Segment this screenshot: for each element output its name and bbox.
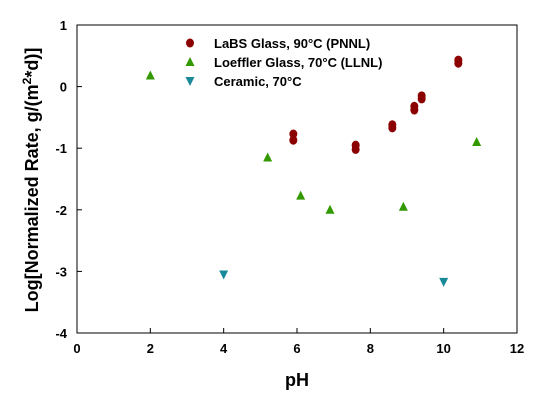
data-point-series-1 — [289, 135, 298, 145]
legend-marker-3 — [185, 77, 195, 86]
x-tick-label: 6 — [293, 341, 300, 356]
x-tick-label: 4 — [220, 341, 228, 356]
data-point-series-1 — [388, 123, 397, 133]
data-point-series-3 — [219, 270, 229, 280]
data-point-series-2 — [398, 201, 408, 211]
y-tick-label: 0 — [60, 80, 67, 95]
x-tick-label: 8 — [367, 341, 374, 356]
y-axis-label-superscript: 2 — [20, 77, 34, 84]
data-point-series-2 — [263, 152, 273, 162]
legend-label-1: LaBS Glass, 90°C (PNNL) — [214, 36, 370, 51]
y-axis-label-part: Log[Normalized Rate, g/(m — [22, 84, 42, 312]
data-point-series-1 — [454, 55, 463, 65]
legend: LaBS Glass, 90°C (PNNL) Loeffler Glass, 7… — [185, 36, 382, 89]
data-point-series-1 — [351, 144, 360, 154]
y-axis-label-group: Log[Normalized Rate, g/(m2*d)] — [20, 48, 42, 313]
data-point-series-1 — [289, 129, 298, 139]
y-tick-label: -4 — [55, 326, 67, 341]
y-tick-label: -3 — [55, 264, 67, 279]
x-tick-label: 0 — [73, 341, 80, 356]
x-tick-label: 12 — [510, 341, 524, 356]
y-axis-label-part: *d)] — [22, 48, 42, 78]
y-tick-label: -2 — [55, 203, 67, 218]
legend-marker-2 — [185, 57, 195, 66]
data-point-series-2 — [145, 70, 155, 80]
x-tick-label: 2 — [147, 341, 154, 356]
y-axis-label: Log[Normalized Rate, g/(m2*d)] — [20, 48, 42, 313]
legend-marker-1 — [186, 38, 194, 48]
data-point-series-2 — [472, 137, 482, 147]
data-point-series-2 — [325, 204, 335, 214]
y-tick-label: 1 — [60, 18, 67, 33]
x-axis-label: pH — [285, 370, 309, 390]
data-marks — [145, 55, 482, 287]
data-point-series-1 — [417, 94, 426, 104]
data-point-series-3 — [439, 277, 449, 287]
legend-label-2: Loeffler Glass, 70°C (LLNL) — [214, 55, 382, 70]
y-tick-label: -1 — [55, 141, 67, 156]
x-tick-label: 10 — [436, 341, 450, 356]
legend-label-3: Ceramic, 70°C — [214, 74, 302, 89]
data-point-series-1 — [410, 105, 419, 115]
plot-frame — [76, 24, 518, 334]
data-point-series-2 — [296, 190, 306, 200]
